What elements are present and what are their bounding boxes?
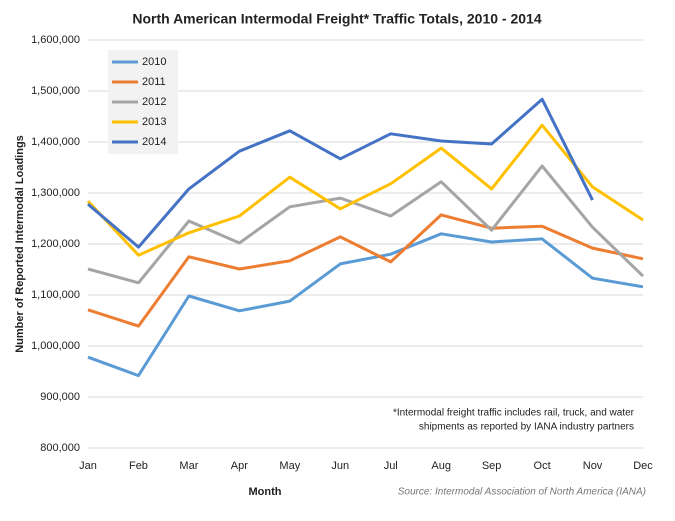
- legend-label: 2014: [142, 136, 166, 148]
- y-tick-label: 1,400,000: [31, 136, 80, 148]
- series-line: [87, 164, 645, 285]
- x-tick-label: Mar: [179, 460, 198, 472]
- x-axis-title: Month: [249, 486, 282, 498]
- x-tick-label: Jul: [384, 460, 398, 472]
- x-tick-label: Oct: [534, 460, 551, 472]
- y-tick-label: 1,300,000: [31, 187, 80, 199]
- series-line: [86, 123, 644, 257]
- x-tick-label: Dec: [633, 460, 653, 472]
- y-tick-label: 800,000: [40, 442, 80, 454]
- y-tick-label: 1,200,000: [31, 238, 80, 250]
- x-tick-label: Feb: [129, 460, 148, 472]
- x-tick-label: Nov: [583, 460, 603, 472]
- x-tick-label: Aug: [431, 460, 451, 472]
- legend-label: 2013: [142, 116, 166, 128]
- legend-label: 2010: [142, 56, 166, 68]
- series-line: [87, 232, 644, 378]
- x-tick-label: Jan: [79, 460, 97, 472]
- y-tick-label: 900,000: [40, 391, 80, 403]
- y-tick-label: 1,600,000: [31, 34, 80, 46]
- y-tick-label: 1,000,000: [31, 340, 80, 352]
- series-line: [87, 97, 594, 249]
- series-line: [87, 213, 644, 328]
- chart-title: North American Intermodal Freight* Traff…: [132, 11, 541, 27]
- x-tick-label: May: [279, 460, 300, 472]
- annotation: shipments as reported by IANA industry p…: [419, 422, 634, 433]
- x-tick-label: Jun: [331, 460, 349, 472]
- x-tick-label: Apr: [231, 460, 248, 472]
- y-axis-title: Number of Reported Intermodal Loadings: [14, 135, 26, 353]
- source: Source: Intermodal Association of North …: [398, 487, 646, 498]
- legend-label: 2012: [142, 96, 166, 108]
- x-tick-label: Sep: [482, 460, 502, 472]
- y-tick-label: 1,500,000: [31, 85, 80, 97]
- annotation: *Intermodal freight traffic includes rai…: [393, 408, 635, 419]
- y-tick-label: 1,100,000: [31, 289, 80, 301]
- legend-label: 2011: [142, 76, 166, 88]
